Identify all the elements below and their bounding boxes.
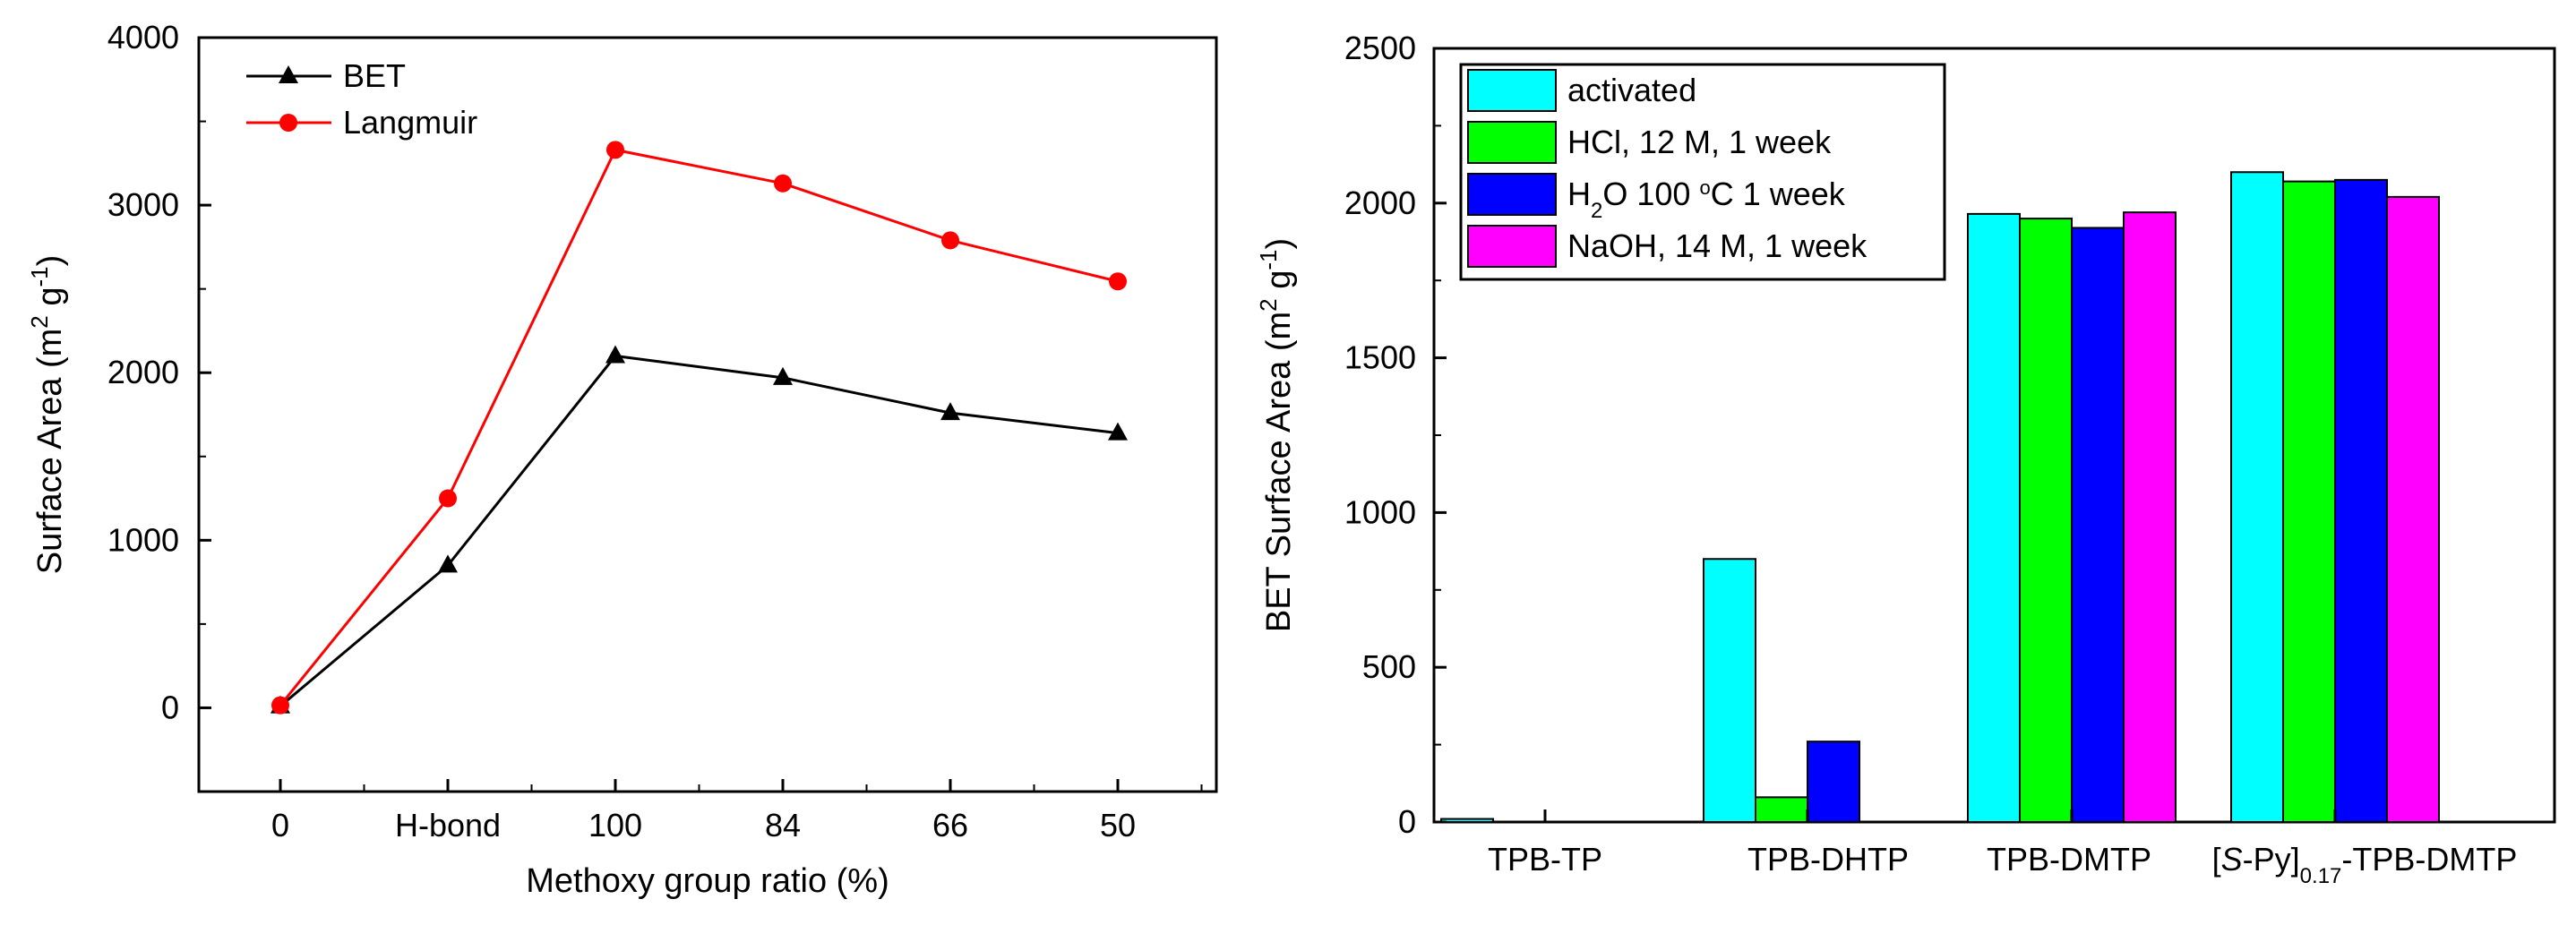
left-plot-frame	[197, 36, 1218, 793]
bar	[2230, 171, 2284, 824]
legend-swatch	[1467, 121, 1557, 164]
right-x-tick-label: TPB-DHTP	[1747, 841, 1909, 878]
left-x-tick-label: 100	[588, 807, 642, 844]
legend-label-bet: BET	[343, 57, 406, 94]
langmuir-point	[606, 141, 624, 159]
legend-swatch	[1467, 225, 1557, 268]
bet-point	[1108, 422, 1128, 441]
left-y-tick-label: 0	[161, 689, 179, 725]
right-y-title-end: )	[1260, 238, 1298, 250]
bar	[1967, 212, 2021, 823]
bet-point	[940, 402, 960, 421]
left-y-title-end: )	[31, 255, 69, 267]
left-x-tick-label: 84	[765, 807, 801, 844]
right-y-title-mid: g	[1260, 270, 1298, 299]
bar	[1440, 818, 1494, 824]
bar	[2334, 178, 2388, 823]
left-axis-ticks: 0 1000 2000 3000 4000 0 H-bond 100 84 66 50	[107, 19, 1203, 844]
right-x-tick-label: [S-Py]0.17-TPB-DMTP	[2212, 841, 2518, 888]
left-y-title-sup2: -1	[26, 266, 53, 287]
left-y-title-main: Surface Area (m	[31, 329, 69, 575]
left-series-group	[270, 141, 1128, 715]
legend-marker-langmuir	[279, 114, 297, 132]
langmuir-point	[941, 231, 959, 250]
left-y-axis-title: Surface Area (m2 g-1)	[26, 255, 69, 575]
legend-part-subscript: 2	[1591, 199, 1602, 223]
legend-label-langmuir: Langmuir	[343, 104, 477, 141]
right-y-title-sup1: 2	[1255, 298, 1282, 311]
bar	[1807, 741, 1860, 823]
left-y-title-mid: g	[31, 287, 69, 316]
right-y-tick-label: 500	[1362, 648, 1416, 685]
legend-swatch	[1467, 173, 1557, 216]
bar	[2071, 227, 2125, 823]
left-x-axis-title: Methoxy group ratio (%)	[526, 862, 889, 900]
bar-chart-bet-surface-area: 0 500 1000 1500 2000 2500 TPB-TP TPB-DHTP TPB-DM…	[1255, 30, 2556, 888]
left-x-tick-label: 0	[271, 807, 289, 844]
right-y-tick-label: 2500	[1344, 30, 1416, 66]
legend-label: HCl, 12 M, 1 week	[1567, 124, 1832, 160]
legend-label: H2O 100 oC 1 week	[1567, 176, 1846, 223]
bar	[2386, 195, 2440, 823]
bar	[1755, 796, 1808, 823]
right-y-tick-label: 1000	[1344, 493, 1416, 530]
legend-part: O 100	[1602, 176, 1699, 212]
legend-part-superscript: o	[1699, 176, 1710, 199]
label-part-italic: S	[2221, 841, 2243, 878]
left-x-tick-label: H-bond	[395, 807, 501, 844]
left-y-tick-label: 3000	[107, 186, 179, 223]
right-y-tick-label: 0	[1398, 803, 1416, 840]
left-y-tick-label: 4000	[107, 19, 179, 56]
left-x-tick-label: 50	[1100, 807, 1136, 844]
bet-point	[438, 554, 458, 573]
bar	[1703, 558, 1756, 823]
left-y-tick-label: 1000	[107, 521, 179, 558]
label-part: [	[2212, 841, 2221, 878]
legend-marker-bet	[279, 65, 298, 83]
right-x-tick-label: TPB-DMTP	[1987, 841, 2151, 878]
right-y-title-main: BET Surface Area (m	[1260, 312, 1298, 632]
left-y-title-sup1: 2	[26, 315, 53, 328]
left-y-tick-label: 2000	[107, 354, 179, 390]
bar	[2282, 180, 2336, 824]
bar	[2123, 211, 2177, 823]
series-line-bet	[279, 354, 1119, 707]
left-x-tick-label: 66	[932, 807, 968, 844]
label-part: -TPB-DMTP	[2341, 841, 2517, 878]
series-line-langmuir	[279, 148, 1119, 707]
legend-swatch	[1467, 69, 1557, 112]
legend-part: H	[1567, 176, 1591, 212]
bet-point	[605, 345, 625, 364]
right-legend: activated HCl, 12 M, 1 week H2O 100 oC 1 w…	[1459, 63, 1946, 281]
langmuir-point	[1109, 272, 1127, 291]
right-bars-group	[1440, 171, 2440, 824]
right-y-tick-label: 1500	[1344, 339, 1416, 376]
right-y-tick-label: 2000	[1344, 184, 1416, 221]
legend-part: C 1 week	[1711, 176, 1846, 212]
right-y-title-sup2: -1	[1255, 250, 1282, 270]
langmuir-point	[774, 174, 792, 193]
left-legend: BET Langmuir	[246, 57, 477, 141]
legend-label: NaOH, 14 M, 1 week	[1567, 227, 1868, 264]
bet-point	[773, 366, 793, 385]
right-axis-ticks: 0 500 1000 1500 2000 2500 TPB-TP TPB-DHTP TPB-DM…	[1344, 30, 2517, 888]
legend-label: activated	[1567, 72, 1696, 108]
bar	[2019, 218, 2073, 823]
line-chart-surface-area: 0 1000 2000 3000 4000 0 H-bond 100 84 66 50 BET Lan…	[26, 19, 1218, 900]
langmuir-point	[439, 489, 457, 508]
label-part-subscript: 0.17	[2300, 864, 2342, 888]
right-x-tick-label: TPB-TP	[1488, 841, 1602, 878]
label-part: -Py]	[2243, 841, 2300, 878]
langmuir-point	[271, 696, 289, 715]
right-y-axis-title: BET Surface Area (m2 g-1)	[1255, 238, 1298, 632]
